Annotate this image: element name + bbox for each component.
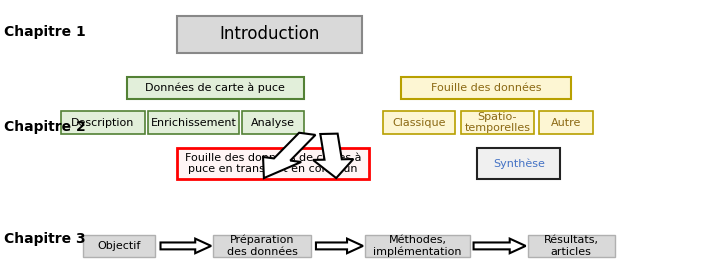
Text: Description: Description [72,118,134,127]
Text: Chapitre 3: Chapitre 3 [4,232,85,245]
FancyBboxPatch shape [528,235,615,257]
Text: Méthodes,
implémentation: Méthodes, implémentation [373,235,462,257]
Text: Préparation
des données: Préparation des données [226,235,298,257]
FancyBboxPatch shape [177,16,362,53]
FancyBboxPatch shape [61,111,145,134]
Polygon shape [474,238,526,253]
FancyBboxPatch shape [539,111,593,134]
Text: Autre: Autre [550,118,581,127]
FancyBboxPatch shape [383,111,455,134]
FancyBboxPatch shape [213,235,311,257]
Text: Enrichissement: Enrichissement [150,118,236,127]
FancyBboxPatch shape [477,148,560,179]
Text: Spatio-
temporelles: Spatio- temporelles [464,112,531,133]
Text: Chapitre 1: Chapitre 1 [4,25,85,39]
Text: Analyse: Analyse [251,118,295,127]
FancyBboxPatch shape [83,235,155,257]
Text: Chapitre 2: Chapitre 2 [4,120,85,134]
Polygon shape [313,134,354,178]
Text: Introduction: Introduction [219,25,320,43]
Text: Résultats,
articles: Résultats, articles [544,235,599,257]
FancyBboxPatch shape [365,235,470,257]
Polygon shape [316,238,363,253]
Text: Classique: Classique [393,118,446,127]
FancyBboxPatch shape [148,111,239,134]
Text: Données de carte à puce: Données de carte à puce [145,83,285,93]
Text: Objectif: Objectif [98,241,141,251]
FancyBboxPatch shape [401,77,571,99]
FancyBboxPatch shape [177,148,369,179]
Text: Fouille des données: Fouille des données [431,83,542,93]
FancyBboxPatch shape [242,111,304,134]
Text: Synthèse: Synthèse [493,158,544,169]
Text: Fouille des données de cartes à
puce en transport en commun: Fouille des données de cartes à puce en … [184,153,362,174]
Polygon shape [263,133,315,178]
Polygon shape [161,238,211,253]
FancyBboxPatch shape [461,111,534,134]
FancyBboxPatch shape [127,77,304,99]
